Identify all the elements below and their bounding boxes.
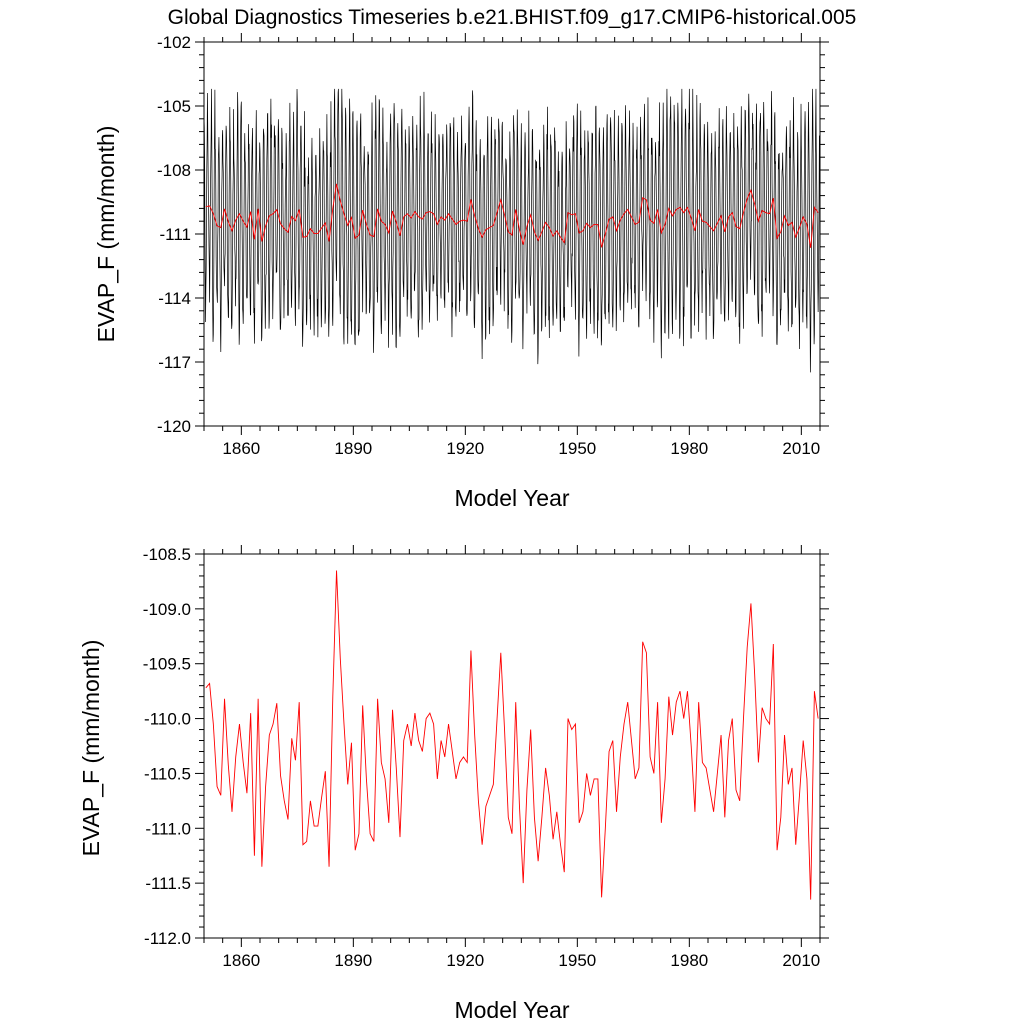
x-tick-label: 2010 — [782, 951, 820, 970]
annual-panel: EVAP_F (mm/month) Model Year 1860 1890 192… — [78, 545, 829, 1023]
x-tick-label: 1890 — [334, 439, 372, 458]
x-tick-label: 1860 — [222, 439, 260, 458]
y-tick-label: -109.0 — [143, 600, 191, 619]
figure-title: Global Diagnostics Timeseries b.e21.BHIS… — [168, 6, 857, 29]
y-tick-label: -109.5 — [143, 655, 191, 674]
y-tick-label: -112.0 — [144, 929, 191, 948]
x-tick-label: 1890 — [334, 951, 372, 970]
annual-mean-line-top — [205, 183, 819, 248]
x-tick-label: 1980 — [670, 439, 708, 458]
x-tick-label: 1920 — [446, 439, 484, 458]
y-tick-label: -111.0 — [145, 819, 191, 838]
x-tick-label: 1980 — [670, 951, 708, 970]
x-tick-label: 1950 — [558, 439, 596, 458]
y-tick-label: -108 — [157, 161, 191, 180]
y-tick-label: -102 — [157, 33, 191, 52]
annual-mean-line — [205, 570, 819, 900]
bottom-y-axis-label: EVAP_F (mm/month) — [78, 640, 104, 857]
y-tick-label: -108.5 — [143, 545, 191, 564]
y-tick-label: -114 — [158, 289, 191, 308]
y-tick-label: -110.5 — [144, 764, 191, 783]
bottom-x-axis-label: Model Year — [454, 997, 569, 1023]
x-tick-label: 2010 — [782, 439, 820, 458]
top-x-axis-label: Model Year — [454, 485, 569, 511]
y-tick-label: -120 — [157, 417, 191, 436]
x-tick-label: 1950 — [558, 951, 596, 970]
y-tick-label: -111 — [159, 225, 191, 244]
y-tick-label: -117 — [158, 353, 191, 372]
x-tick-label: 1920 — [446, 951, 484, 970]
monthly-series-line — [203, 88, 821, 373]
plot-frame — [203, 553, 821, 939]
top-y-axis-label: EVAP_F (mm/month) — [93, 126, 119, 343]
x-tick-label: 1860 — [222, 951, 260, 970]
monthly-panel: EVAP_F (mm/month) Model Year 1860 1890 192… — [93, 33, 829, 511]
y-tick-label: -111.5 — [145, 874, 191, 893]
y-tick-label: -105 — [157, 97, 191, 116]
y-tick-label: -110.0 — [144, 710, 191, 729]
